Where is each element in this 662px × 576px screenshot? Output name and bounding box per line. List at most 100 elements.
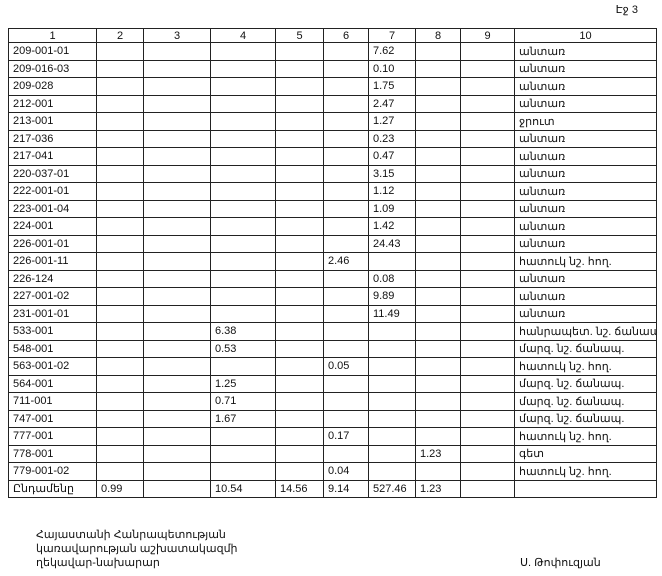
table-row: 778-001 1.23 գետ (8, 444, 657, 463)
cell: 778-001 (8, 444, 97, 463)
cell: 7.62 (368, 42, 416, 61)
table-row: 213-001 1.27 ջրուտ (8, 112, 657, 131)
column-header: 8 (415, 28, 461, 43)
empty-cell (143, 164, 211, 183)
cell: անտառ (514, 147, 657, 166)
cell: 231-001-01 (8, 304, 97, 323)
table-row: 747-001 1.67 մարզ. նշ. ճանապ. (8, 409, 657, 428)
cell: հատուկ նշ. հող. (514, 252, 657, 271)
empty-cell (415, 199, 461, 218)
empty-cell (460, 94, 515, 113)
empty-cell (143, 392, 211, 411)
empty-cell (275, 409, 324, 428)
empty-cell (368, 252, 416, 271)
empty-cell (323, 112, 369, 131)
empty-cell (460, 339, 515, 358)
cell: 0.04 (323, 462, 369, 481)
empty-cell (143, 129, 211, 148)
cell: 1.67 (210, 409, 276, 428)
empty-cell (460, 322, 515, 341)
empty-cell (275, 444, 324, 463)
empty-cell (96, 129, 144, 148)
table-row: 226-124 0.08 անտառ (8, 269, 657, 288)
table-row: 209-001-01 7.62 անտառ (8, 42, 657, 61)
empty-cell (96, 182, 144, 201)
empty-cell (275, 164, 324, 183)
cell: 0.08 (368, 269, 416, 288)
cell: 217-041 (8, 147, 97, 166)
table-row: 231-001-01 11.49 անտառ (8, 304, 657, 323)
empty-cell (460, 444, 515, 463)
empty-cell (143, 409, 211, 428)
empty-cell (96, 199, 144, 218)
empty-cell (143, 287, 211, 306)
empty-cell (210, 304, 276, 323)
cell: անտառ (514, 59, 657, 78)
empty-cell (275, 199, 324, 218)
empty-cell (275, 234, 324, 253)
column-header: 2 (96, 28, 144, 43)
cell: անտառ (514, 129, 657, 148)
empty-cell (143, 42, 211, 61)
cell: 220-037-01 (8, 164, 97, 183)
empty-cell (460, 357, 515, 376)
empty-cell (323, 182, 369, 201)
empty-cell (96, 409, 144, 428)
empty-cell (143, 374, 211, 393)
cell: 14.56 (275, 479, 324, 498)
empty-cell (460, 287, 515, 306)
cell: 548-001 (8, 339, 97, 358)
empty-cell (275, 322, 324, 341)
cell: հատուկ նշ. հող. (514, 462, 657, 481)
empty-cell (460, 409, 515, 428)
empty-cell (275, 112, 324, 131)
cell: 209-001-01 (8, 42, 97, 61)
empty-cell (96, 59, 144, 78)
empty-cell (143, 269, 211, 288)
table-row: 209-028 1.75 անտառ (8, 77, 657, 96)
cell: 226-124 (8, 269, 97, 288)
column-header: 3 (143, 28, 211, 43)
empty-cell (96, 392, 144, 411)
empty-cell (96, 287, 144, 306)
cell: 0.53 (210, 339, 276, 358)
empty-cell (415, 304, 461, 323)
empty-cell (415, 409, 461, 428)
empty-cell (96, 42, 144, 61)
empty-cell (323, 94, 369, 113)
cell: 224-001 (8, 217, 97, 236)
cell: 227-001-02 (8, 287, 97, 306)
empty-cell (96, 112, 144, 131)
empty-cell (96, 252, 144, 271)
empty-cell (210, 252, 276, 271)
empty-cell (96, 304, 144, 323)
empty-cell (275, 462, 324, 481)
cell: հանրապետ. նշ. ճանապ. (514, 322, 657, 341)
empty-cell (415, 147, 461, 166)
empty-cell (323, 374, 369, 393)
cell: 711-001 (8, 392, 97, 411)
cell: անտառ (514, 234, 657, 253)
cell: անտառ (514, 217, 657, 236)
cell: ջրուտ (514, 112, 657, 131)
empty-cell (415, 287, 461, 306)
empty-cell (96, 147, 144, 166)
cell: 223-001-04 (8, 199, 97, 218)
total-row: Ընդամենը 0.99 10.54 14.56 9.14 527.46 1.23 (8, 479, 657, 498)
empty-cell (415, 94, 461, 113)
empty-cell (210, 147, 276, 166)
empty-cell (323, 77, 369, 96)
empty-cell (275, 287, 324, 306)
cell: անտառ (514, 182, 657, 201)
cell: 747-001 (8, 409, 97, 428)
empty-cell (143, 59, 211, 78)
empty-cell (143, 357, 211, 376)
cell: մարզ. նշ. ճանապ. (514, 339, 657, 358)
empty-cell (143, 217, 211, 236)
empty-cell (460, 112, 515, 131)
empty-cell (460, 234, 515, 253)
empty-cell (210, 112, 276, 131)
empty-cell (210, 59, 276, 78)
empty-cell (368, 409, 416, 428)
empty-cell (96, 444, 144, 463)
